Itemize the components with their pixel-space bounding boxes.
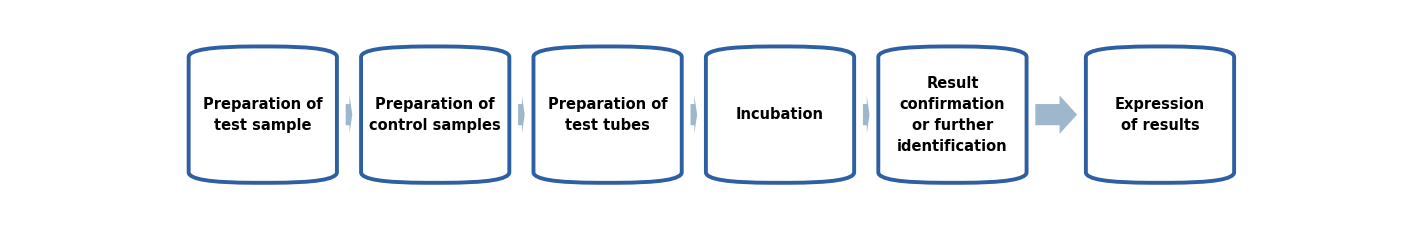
Text: Preparation of
test sample: Preparation of test sample [203,97,323,133]
Text: Preparation of
control samples: Preparation of control samples [370,97,502,133]
Polygon shape [346,95,353,134]
Polygon shape [519,95,524,134]
FancyBboxPatch shape [706,47,854,183]
Polygon shape [1036,95,1077,134]
Text: Preparation of
test tubes: Preparation of test tubes [548,97,667,133]
Text: Incubation: Incubation [735,107,825,122]
FancyBboxPatch shape [879,47,1026,183]
Polygon shape [863,95,870,134]
FancyBboxPatch shape [188,47,337,183]
Text: Result
confirmation
or further
identification: Result confirmation or further identific… [897,76,1007,154]
FancyBboxPatch shape [1085,47,1234,183]
FancyBboxPatch shape [361,47,509,183]
FancyBboxPatch shape [533,47,682,183]
Polygon shape [690,95,697,134]
Text: Expression
of results: Expression of results [1115,97,1204,133]
